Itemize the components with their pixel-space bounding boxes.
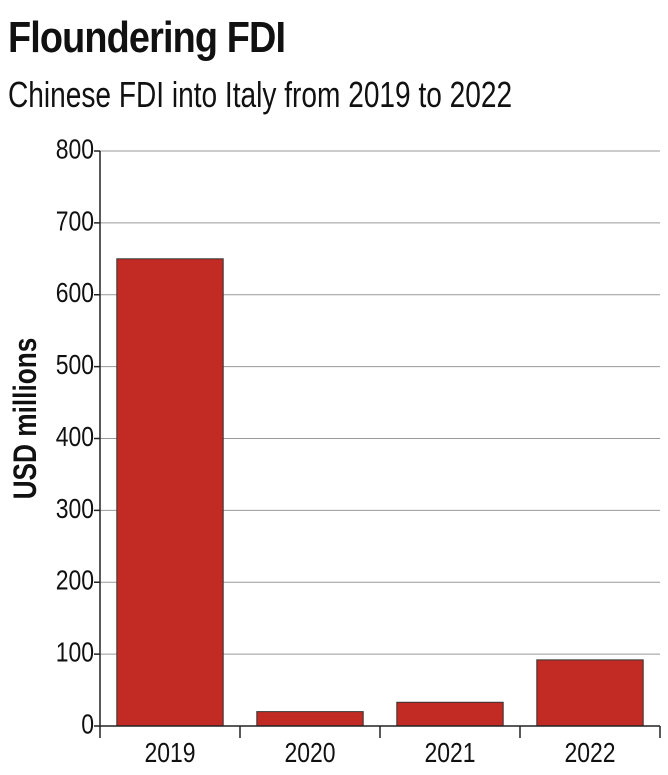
- x-tick-label: 2021: [424, 738, 475, 769]
- chart-subtitle: Chinese FDI into Italy from 2019 to 2022: [8, 74, 513, 115]
- axes: [94, 150, 661, 738]
- y-tick-label: 400: [56, 422, 94, 453]
- y-tick-label: 200: [56, 566, 94, 597]
- y-tick-label: 300: [56, 494, 94, 525]
- y-tick-label: 800: [56, 134, 94, 165]
- tick-labels: 0 100 200 300 400 500 600 700 800 2019 2020 2021 202…: [56, 134, 616, 768]
- y-tick-label: 500: [56, 350, 94, 381]
- y-tick-label: 100: [56, 637, 94, 668]
- bar-2020: [256, 711, 364, 727]
- x-tick-label: 2020: [284, 738, 335, 769]
- x-tick-label: 2022: [564, 738, 615, 769]
- bar-2022: [536, 659, 644, 727]
- y-axis-label: USD millions: [9, 338, 44, 500]
- bar-2021: [396, 701, 504, 727]
- y-tick-label: 0: [81, 709, 94, 740]
- bar-2019: [116, 258, 224, 727]
- bars: [116, 258, 644, 727]
- y-tick-label: 700: [56, 206, 94, 237]
- x-tick-label: 2019: [144, 738, 195, 769]
- y-tick-label: 600: [56, 278, 94, 309]
- chart-title: Floundering FDI: [8, 13, 286, 62]
